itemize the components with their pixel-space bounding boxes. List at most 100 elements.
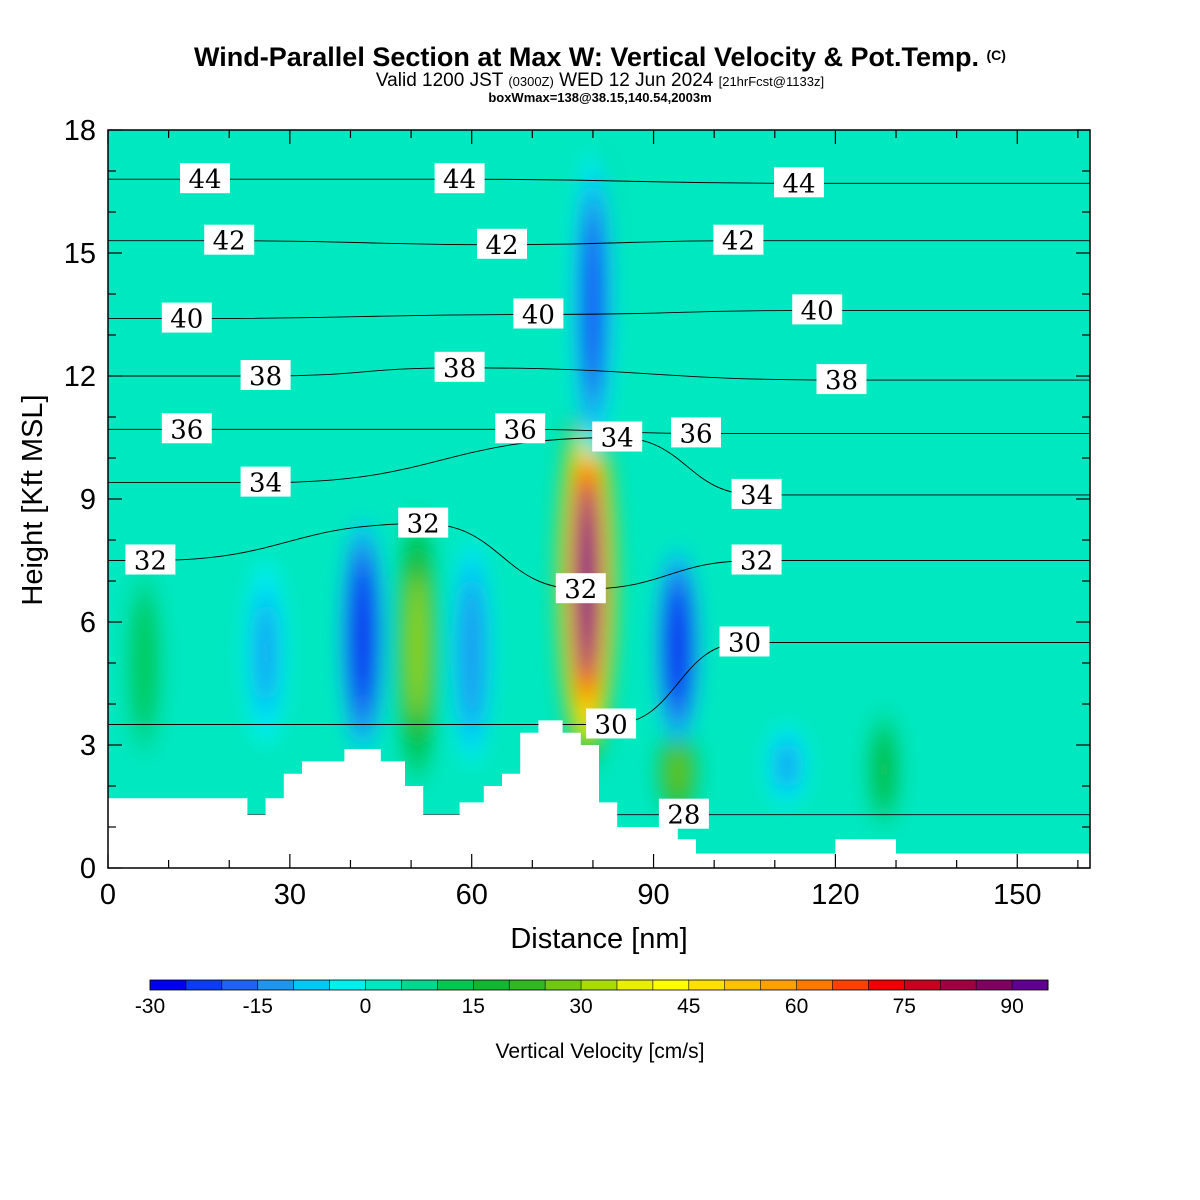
- valid-time-utc: (0300Z): [508, 74, 554, 89]
- velocity-cell-updraft: [876, 735, 891, 804]
- theta-label-box: [592, 421, 643, 452]
- theta-label-box: [161, 413, 212, 444]
- colorbar-tick-label: 75: [893, 995, 916, 1018]
- y-tick-label: 9: [80, 484, 96, 516]
- colorbar-swatch: [616, 980, 654, 990]
- velocity-cell-downdraft: [464, 594, 479, 712]
- theta-label-box: [180, 163, 230, 194]
- theta-label-box: [495, 413, 546, 444]
- theta-label: 42: [485, 231, 518, 261]
- colorbar-swatch: [688, 980, 726, 990]
- theta-label: 32: [740, 547, 773, 577]
- theta-label: 34: [249, 469, 282, 499]
- valid-date: WED 12 Jun 2024: [559, 70, 714, 91]
- theta-label-box: [731, 478, 782, 509]
- colorbar-swatch: [545, 980, 582, 990]
- y-tick-label: 6: [80, 607, 96, 639]
- colorbar-swatch: [185, 980, 223, 990]
- theta-label: 36: [170, 415, 203, 445]
- x-axis-label: Distance [nm]: [510, 923, 687, 955]
- theta-label: 40: [170, 305, 203, 335]
- theta-label: 44: [443, 165, 476, 195]
- colorbar-tick-label: -30: [135, 995, 165, 1018]
- colorbar-swatch: [509, 980, 546, 990]
- theta-label-box: [240, 466, 291, 497]
- valid-time-line: Valid 1200 JST (0300Z) WED 12 Jun 2024 […: [0, 70, 1200, 91]
- forecast-info: [21hrFcst@1133z]: [718, 74, 825, 89]
- chart-title-block: Wind-Parallel Section at Max W: Vertical…: [0, 40, 1200, 104]
- colorbar: -30 -15 0 15 30 45 60 75 90: [135, 979, 1049, 1018]
- theta-label-box: [774, 167, 824, 198]
- theta-label-box: [671, 417, 721, 448]
- colorbar-tick-label: 15: [462, 995, 485, 1018]
- theta-label-box: [513, 298, 564, 329]
- box-wmax-info: boxWmax=138@38.15,140.54,2003m: [488, 90, 712, 105]
- theta-label: 28: [667, 801, 700, 831]
- colorbar-swatch: [868, 980, 905, 990]
- x-tick-label: 150: [993, 879, 1041, 911]
- colorbar-tick-label: 90: [1000, 995, 1023, 1018]
- theta-label-box: [125, 544, 176, 575]
- theta-label: 36: [504, 415, 537, 445]
- y-tick-label: 3: [80, 730, 96, 762]
- theta-contour-line: [108, 367, 1090, 381]
- chart-title: Wind-Parallel Section at Max W: Vertical…: [0, 40, 1200, 72]
- y-tick-label: 18: [64, 115, 96, 147]
- colorbar-swatch: [796, 980, 833, 990]
- theta-label-box: [204, 224, 255, 255]
- theta-label: 42: [722, 227, 755, 257]
- colorbar-swatch: [329, 980, 367, 990]
- colorbar-tick-label: 60: [785, 995, 808, 1018]
- colorbar-tick-label: 30: [569, 995, 592, 1018]
- theta-label-box: [731, 544, 782, 575]
- colorbar-swatch: [976, 980, 1013, 990]
- colorbar-swatch: [940, 980, 977, 990]
- theta-label: 44: [782, 169, 815, 199]
- theta-label: 32: [134, 547, 167, 577]
- colorbar-swatch: [437, 980, 474, 990]
- colorbar-swatch: [257, 980, 295, 990]
- theta-contour-line: [108, 642, 1090, 725]
- x-tick-label: 60: [456, 879, 488, 911]
- theta-label: 32: [407, 510, 440, 540]
- colorbar-swatch: [473, 980, 510, 990]
- theta-label: 40: [801, 296, 834, 326]
- colorbar-swatch: [652, 980, 690, 990]
- velocity-cell-updraft: [410, 574, 425, 720]
- copyright-mark: (C): [986, 47, 1006, 63]
- theta-label-box: [719, 626, 770, 657]
- velocity-cell-downdraft: [779, 744, 794, 787]
- velocity-cell-downdraft: [585, 224, 600, 385]
- x-tick-label: 90: [637, 879, 669, 911]
- colorbar-tick-label: 45: [677, 995, 700, 1018]
- y-tick-label: 12: [64, 361, 96, 393]
- theta-label: 32: [564, 575, 597, 605]
- colorbar-swatch: [904, 980, 941, 990]
- theta-label: 30: [595, 711, 628, 741]
- colorbar-swatch: [365, 980, 402, 990]
- theta-label-box: [816, 364, 867, 395]
- theta-label: 30: [728, 629, 761, 659]
- velocity-cell-updraft: [137, 609, 152, 717]
- velocity-cell-downdraft: [670, 595, 685, 698]
- colorbar-swatch: [724, 980, 762, 990]
- theta-label: 44: [188, 165, 221, 195]
- colorbar-label: Vertical Velocity [cm/s]: [496, 1040, 705, 1063]
- theta-label: 40: [522, 301, 555, 331]
- y-tick-label: 0: [80, 853, 96, 885]
- theta-label: 42: [213, 227, 246, 257]
- theta-label-box: [398, 507, 449, 538]
- theta-contour-line: [108, 523, 1090, 590]
- colorbar-swatch: [760, 980, 798, 990]
- theta-contour-labels: 28 30 30 32 32 32 32 34 34 34 36 36 36 38 38 38 40 40 40 42…: [125, 163, 867, 831]
- theta-label-box: [792, 294, 843, 325]
- theta-label: 38: [443, 354, 476, 384]
- theta-label-box: [555, 573, 606, 604]
- velocity-cell-downdraft: [258, 604, 273, 701]
- velocity-cell-downdraft: [355, 575, 370, 698]
- theta-label: 34: [740, 481, 773, 511]
- colorbar-swatch: [581, 980, 618, 990]
- theta-label-box: [434, 163, 485, 194]
- theta-label: 36: [679, 419, 712, 449]
- x-tick-label: 120: [811, 879, 859, 911]
